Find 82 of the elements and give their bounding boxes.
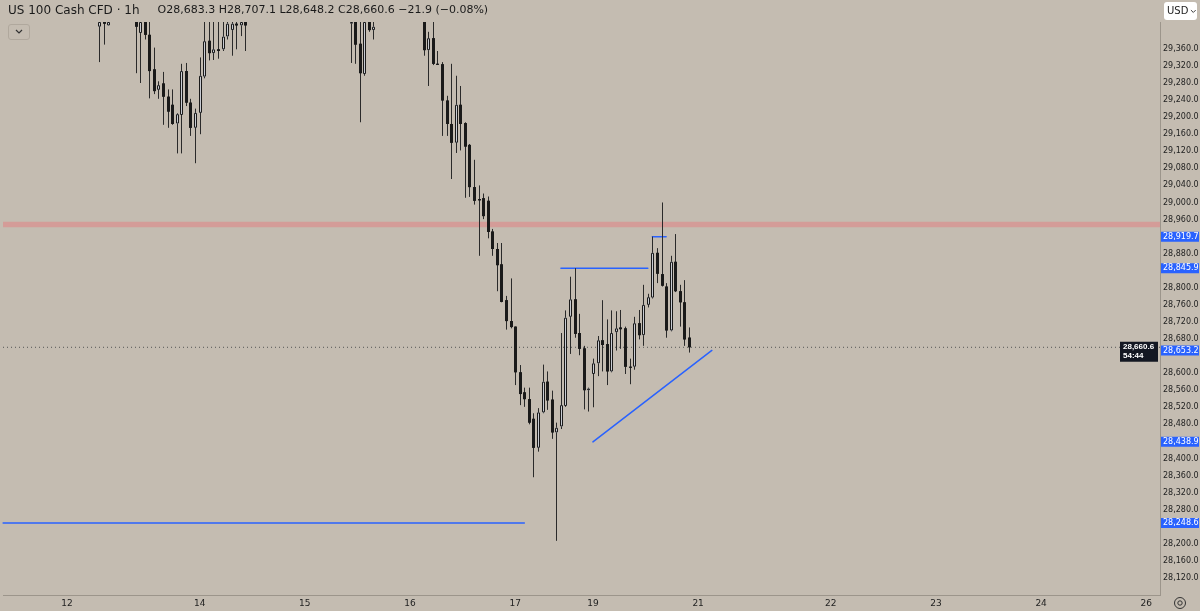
y-tick-label: 28,438.9	[1163, 436, 1199, 446]
y-tick-label: 29,080.0	[1163, 163, 1199, 173]
text: O28,683.3 H28,707.1 L28,648.2 C28,660.6 −21.9 (−0.08%)	[157, 3, 489, 17]
candlestick	[217, 22, 220, 60]
y-tick-label: 28,960.0	[1163, 214, 1199, 224]
y-tick-label: 28,919.7	[1163, 231, 1199, 241]
y-tick-label: 28,200.0	[1163, 538, 1199, 548]
candlestick	[222, 22, 225, 52]
candlestick	[436, 50, 439, 66]
y-tick-label: 29,360.0	[1163, 43, 1199, 53]
candlestick	[208, 22, 211, 61]
y-tick-label: 29,000.0	[1163, 197, 1199, 207]
candlestick	[231, 22, 234, 57]
candlestick	[194, 108, 197, 164]
candlestick	[459, 85, 462, 151]
y-tick-label: 28,653.2	[1163, 345, 1199, 355]
y-tick-label: 28,520.0	[1163, 402, 1199, 412]
candlestick	[569, 276, 572, 355]
y-tick-label: 28,680.0	[1163, 334, 1199, 344]
y-tick-label: 28,845.9	[1163, 263, 1199, 273]
y-tick-label: 28,720.0	[1163, 317, 1199, 327]
y-tick-label: 28,320.0	[1163, 487, 1199, 497]
candlestick	[597, 335, 600, 377]
candlestick	[478, 184, 481, 257]
x-tick-label: 19	[587, 597, 599, 608]
candlestick	[162, 71, 165, 126]
candlestick	[139, 22, 142, 84]
x-tick-label: 24	[1035, 597, 1048, 608]
x-tick-label: 14	[193, 597, 206, 608]
candlestick	[103, 22, 106, 46]
candlestick	[601, 299, 604, 372]
candlestick	[135, 22, 138, 74]
candlestick	[167, 88, 170, 129]
y-tick-label: 28,600.0	[1163, 368, 1199, 378]
candlestick	[244, 22, 247, 52]
candlestick	[679, 284, 682, 328]
candlestick	[546, 370, 549, 411]
candlestick	[98, 22, 101, 63]
candlestick	[450, 63, 453, 180]
chart-title: US 100 Cash CFD · 1h	[8, 3, 140, 17]
ref-line-label: 28,660.6	[1123, 342, 1155, 352]
y-tick-label: 29,240.0	[1163, 95, 1199, 105]
x-tick-label: 21	[692, 597, 704, 608]
annotation: 54:44	[1123, 351, 1145, 361]
x-tick-label: 16	[404, 597, 417, 608]
y-tick-label: 29,280.0	[1163, 78, 1199, 88]
candlestick	[235, 22, 238, 50]
candlestick	[629, 358, 632, 385]
x-tick-label: 26	[1140, 597, 1153, 608]
y-tick-label: 29,200.0	[1163, 112, 1199, 122]
candlestick	[688, 326, 691, 354]
y-tick-label: 28,400.0	[1163, 453, 1199, 463]
y-tick-label: 28,248.6	[1163, 518, 1199, 528]
candlestick	[464, 121, 467, 199]
candlestick	[615, 310, 618, 352]
candlestick	[473, 159, 476, 206]
x-tick-label: 15	[299, 597, 311, 608]
text: USD	[1167, 4, 1189, 18]
y-tick-label: 28,280.0	[1163, 504, 1199, 514]
y-tick-label: 29,320.0	[1163, 61, 1199, 71]
candlestick	[350, 22, 353, 64]
candlestick	[212, 22, 215, 61]
y-tick-label: 28,800.0	[1163, 282, 1199, 292]
y-tick-label: 28,880.0	[1163, 248, 1199, 258]
candlestick	[619, 309, 622, 350]
y-tick-label: 29,040.0	[1163, 180, 1199, 190]
x-tick-label: 17	[509, 597, 521, 608]
candlestick	[638, 309, 641, 340]
y-tick-label: 28,560.0	[1163, 385, 1199, 395]
candlestick	[661, 201, 664, 288]
candlestick	[592, 358, 595, 408]
y-tick-label: 28,120.0	[1163, 573, 1199, 583]
x-tick-label: 22	[825, 597, 837, 608]
x-tick-label: 12	[61, 597, 73, 608]
y-tick-label: 28,160.0	[1163, 555, 1199, 565]
y-tick-label: 28,760.0	[1163, 299, 1199, 309]
x-tick-label: 23	[930, 597, 942, 608]
y-tick-label: 28,480.0	[1163, 419, 1199, 429]
y-tick-label: 29,160.0	[1163, 129, 1199, 139]
y-tick-label: 28,360.0	[1163, 470, 1199, 480]
candlestick	[153, 47, 156, 95]
y-tick-label: 29,120.0	[1163, 146, 1199, 156]
